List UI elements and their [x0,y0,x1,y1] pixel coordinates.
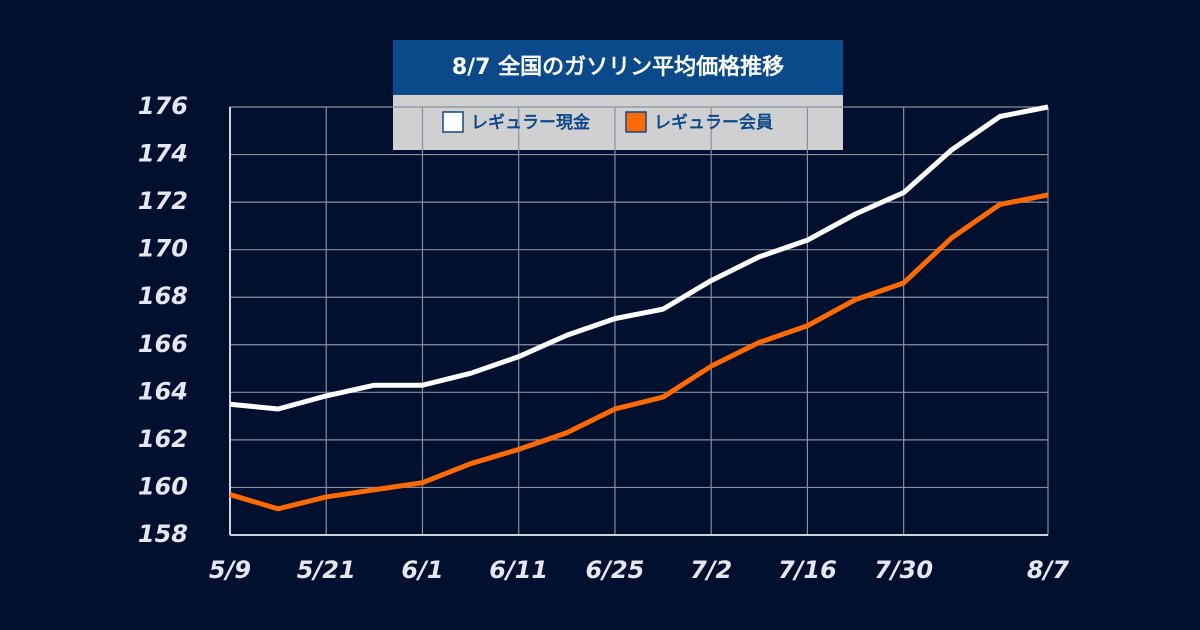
y-tick-label: 168 [138,282,188,310]
y-tick-label: 162 [138,425,188,453]
y-tick-label: 174 [138,140,188,168]
y-tick-label: 166 [138,330,188,358]
x-tick-label: 5/21 [297,556,356,584]
x-tick-label: 7/16 [778,556,837,584]
line-series [229,192,1049,512]
y-tick-label: 170 [138,235,188,263]
title-box [393,40,843,95]
x-tick-label: 7/30 [874,556,933,584]
legend-box [393,95,843,150]
x-tick-label: 5/9 [209,556,251,584]
x-tick-label: 6/1 [401,556,443,584]
y-tick-label: 160 [138,472,188,500]
legend-swatch [442,111,464,133]
legend-swatch [625,111,647,133]
chart-title: 8/7 全国のガソリン平均価格推移 [452,54,784,80]
x-tick-label: 8/7 [1027,556,1069,584]
y-tick-label: 176 [138,92,188,120]
x-tick-label: 6/11 [489,556,548,584]
legend-label: レギュラー現金 [471,112,591,133]
y-tick-label: 158 [138,520,188,548]
y-tick-label: 164 [138,377,188,405]
x-tick-label: 7/2 [690,556,732,584]
legend-label: レギュラー会員 [654,112,773,133]
line-series [229,104,1049,412]
y-tick-label: 172 [138,187,188,215]
x-tick-label: 6/25 [586,556,645,584]
